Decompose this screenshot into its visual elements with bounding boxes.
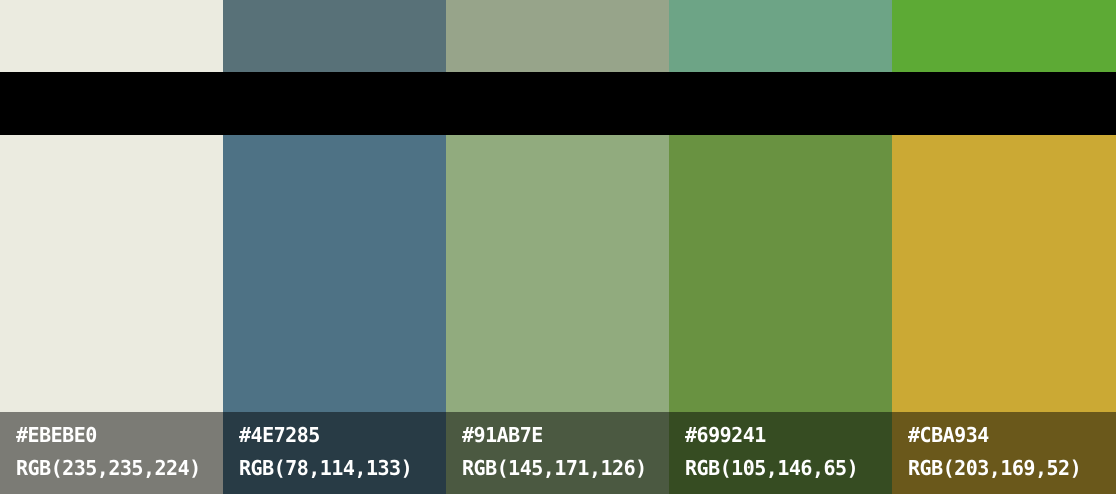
rgb-value: RGB(78,114,133) bbox=[239, 456, 413, 480]
hex-code: #699241 bbox=[685, 423, 766, 447]
top-swatch-5 bbox=[892, 0, 1116, 72]
swatch-label-panel: #4E7285 RGB(78,114,133) bbox=[223, 412, 446, 494]
hex-code: #4E7285 bbox=[239, 423, 320, 447]
swatch-label-panel: #EBEBE0 RGB(235,235,224) bbox=[0, 412, 223, 494]
swatch-label-panel: #CBA934 RGB(203,169,52) bbox=[892, 412, 1116, 494]
swatch-label-panel: #91AB7E RGB(145,171,126) bbox=[446, 412, 669, 494]
top-swatch-2 bbox=[223, 0, 446, 72]
rgb-value: RGB(203,169,52) bbox=[908, 456, 1082, 480]
rgb-value: RGB(105,146,65) bbox=[685, 456, 859, 480]
color-swatch-4[interactable]: #699241 RGB(105,146,65) bbox=[669, 135, 892, 494]
color-swatch-2[interactable]: #4E7285 RGB(78,114,133) bbox=[223, 135, 446, 494]
color-swatch-1[interactable]: #EBEBE0 RGB(235,235,224) bbox=[0, 135, 223, 494]
top-swatch-3 bbox=[446, 0, 669, 72]
top-swatch-4 bbox=[669, 0, 892, 72]
black-divider-bar bbox=[0, 72, 1116, 135]
rgb-value: RGB(235,235,224) bbox=[16, 456, 201, 480]
hex-code: #91AB7E bbox=[462, 423, 543, 447]
color-swatch-3[interactable]: #91AB7E RGB(145,171,126) bbox=[446, 135, 669, 494]
rgb-value: RGB(145,171,126) bbox=[462, 456, 647, 480]
top-swatch-1 bbox=[0, 0, 223, 72]
swatch-label-panel: #699241 RGB(105,146,65) bbox=[669, 412, 892, 494]
color-swatch-5[interactable]: #CBA934 RGB(203,169,52) bbox=[892, 135, 1116, 494]
hex-code: #EBEBE0 bbox=[16, 423, 97, 447]
hex-code: #CBA934 bbox=[908, 423, 989, 447]
top-color-strip bbox=[0, 0, 1116, 72]
swatch-row: #EBEBE0 RGB(235,235,224) #4E7285 RGB(78,… bbox=[0, 135, 1116, 494]
